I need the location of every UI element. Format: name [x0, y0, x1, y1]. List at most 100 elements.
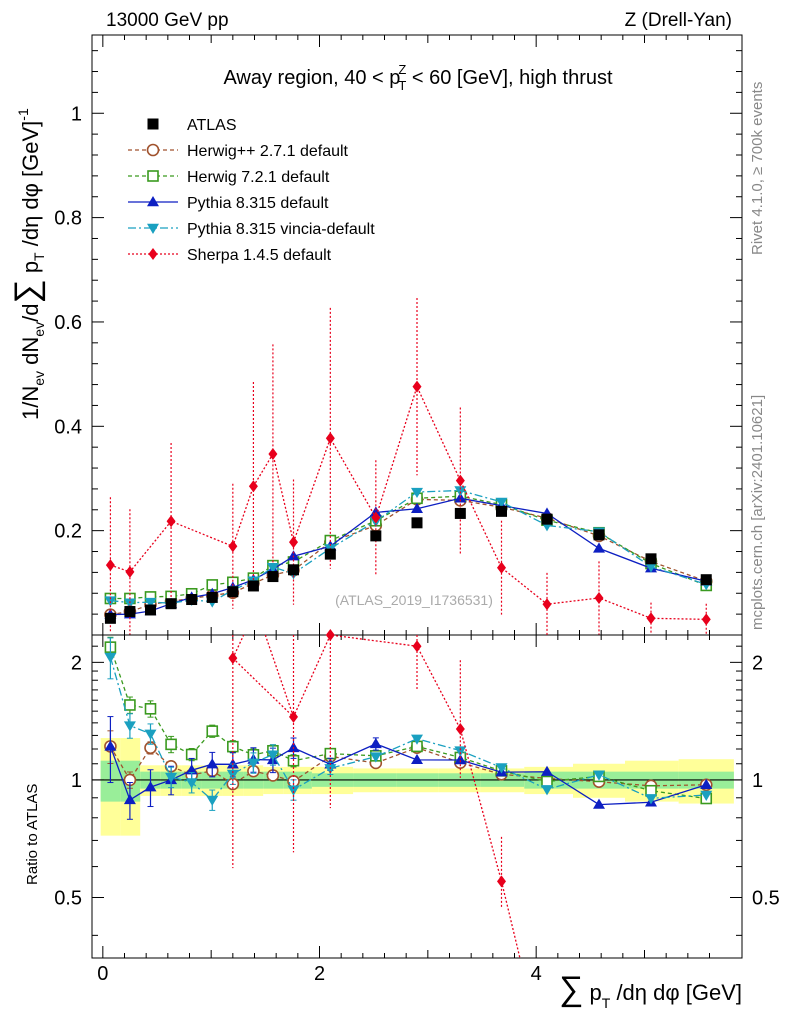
- marker-square-filled: [324, 548, 336, 560]
- marker-triangle-down: [411, 487, 423, 499]
- series-line: [110, 384, 707, 620]
- marker-triangle-down: [226, 769, 239, 780]
- marker-triangle-up: [593, 798, 605, 809]
- marker-diamond: [412, 640, 422, 653]
- marker-diamond: [371, 511, 381, 524]
- marker-square: [206, 725, 219, 737]
- ratio-tick-label: 2: [71, 652, 82, 674]
- y-tick-label: 0.2: [54, 521, 82, 543]
- marker-square-filled: [541, 513, 553, 525]
- marker-triangle-down: [645, 794, 657, 805]
- marker-triangle-down: [147, 223, 159, 234]
- marker-square: [165, 738, 177, 751]
- marker-triangle-down: [144, 729, 157, 740]
- legend-label: ATLAS: [187, 117, 237, 134]
- marker-square-filled: [267, 571, 279, 583]
- marker-square: [124, 699, 136, 711]
- ratio-series-line: [500, 881, 521, 959]
- marker-diamond: [325, 629, 335, 641]
- legend-label: Pythia 8.315 default: [187, 195, 329, 212]
- process-label: Z (Drell-Yan): [625, 10, 732, 31]
- marker-triangle-up: [287, 741, 300, 753]
- marker-triangle-up: [185, 764, 198, 775]
- y-tick-label: 1: [71, 103, 82, 125]
- marker-square: [324, 747, 337, 760]
- marker-triangle-down: [206, 795, 219, 806]
- marker-diamond: [148, 248, 158, 260]
- series-1: [104, 490, 713, 605]
- marker-diamond: [268, 447, 278, 460]
- marker-square-filled: [593, 529, 605, 541]
- legend-entry: Sherpa 1.4.5 default: [128, 247, 332, 264]
- marker-triangle-down: [495, 497, 508, 508]
- rivet-text: Rivet 4.1.0, ≥ 700k events: [749, 82, 766, 255]
- marker-square-filled: [247, 580, 259, 592]
- marker-triangle-up: [104, 740, 117, 751]
- marker-triangle-down: [266, 750, 279, 761]
- marker-triangle-up: [369, 737, 382, 749]
- marker-square-filled: [165, 598, 177, 610]
- y-tick-label: 0.6: [54, 312, 82, 334]
- energy-label: 13000 GeV pp: [106, 10, 229, 31]
- marker-diamond: [228, 540, 238, 553]
- marker-triangle-down: [411, 734, 423, 745]
- marker-square-filled: [411, 517, 423, 529]
- marker-square-filled: [145, 604, 156, 616]
- marker-triangle-down: [700, 790, 713, 801]
- marker-diamond: [701, 613, 711, 626]
- ratio-tick-label-right: 0.5: [752, 888, 780, 910]
- marker-triangle-up: [700, 778, 713, 789]
- marker-triangle-down: [454, 486, 467, 497]
- marker-square-filled: [288, 564, 299, 576]
- marker-square: [541, 775, 553, 788]
- series-line: [110, 495, 707, 600]
- marker-diamond: [497, 561, 506, 574]
- marker-triangle-down: [645, 562, 657, 573]
- legend-entry: Pythia 8.315 default: [128, 195, 329, 212]
- x-tick-label: 4: [531, 963, 542, 985]
- series-line: [110, 489, 707, 604]
- marker-diamond: [542, 598, 552, 611]
- marker-triangle-up: [144, 781, 157, 792]
- marker-diamond: [412, 380, 422, 393]
- marker-diamond: [646, 612, 656, 625]
- marker-triangle-up: [123, 793, 136, 805]
- marker-diamond: [289, 536, 298, 549]
- marker-triangle-up: [454, 754, 467, 765]
- marker-triangle-up: [541, 765, 553, 776]
- marker-square-filled: [700, 574, 712, 586]
- marker-triangle-down: [369, 752, 382, 763]
- data-marks: [104, 297, 713, 959]
- marker-diamond: [166, 515, 176, 528]
- marker-square-filled: [370, 530, 382, 542]
- legend-entry: Pythia 8.315 vincia-default: [128, 221, 375, 238]
- marker-triangle-up: [411, 753, 423, 765]
- marker-triangle-down: [144, 597, 157, 609]
- marker-square: [144, 703, 157, 715]
- marker-triangle-down: [123, 721, 136, 732]
- marker-square-filled: [496, 505, 507, 517]
- ratio-tick-label-right: 2: [752, 652, 763, 674]
- ratio-series-3: [104, 637, 713, 811]
- marker-triangle-up: [411, 502, 423, 513]
- marker-triangle-down: [266, 562, 279, 574]
- y-tick-label: 0.8: [54, 208, 82, 230]
- legend-entry: Herwig++ 2.7.1 default: [128, 143, 349, 160]
- watermark: (ATLAS_2019_I1736531): [335, 592, 493, 608]
- marker-square-filled: [124, 606, 136, 618]
- marker-triangle-down: [495, 763, 508, 774]
- legend-label: Herwig++ 2.7.1 default: [187, 143, 349, 160]
- ratio-series-line: [232, 634, 245, 659]
- marker-triangle-up: [593, 542, 605, 553]
- plot-title: Away region, 40 < pZ T < 60 [GeV], high t…: [223, 62, 613, 93]
- marker-diamond: [105, 559, 115, 572]
- marker-triangle-down: [593, 770, 605, 781]
- x-tick-label: 2: [314, 963, 325, 985]
- ratio-series-line: [232, 634, 503, 882]
- marker-triangle-down: [287, 785, 300, 796]
- marker-triangle-down: [454, 746, 467, 757]
- ratio-tick-label-right: 1: [752, 770, 763, 792]
- legend-label: Pythia 8.315 vincia-default: [187, 221, 375, 238]
- marker-square-filled: [206, 591, 218, 603]
